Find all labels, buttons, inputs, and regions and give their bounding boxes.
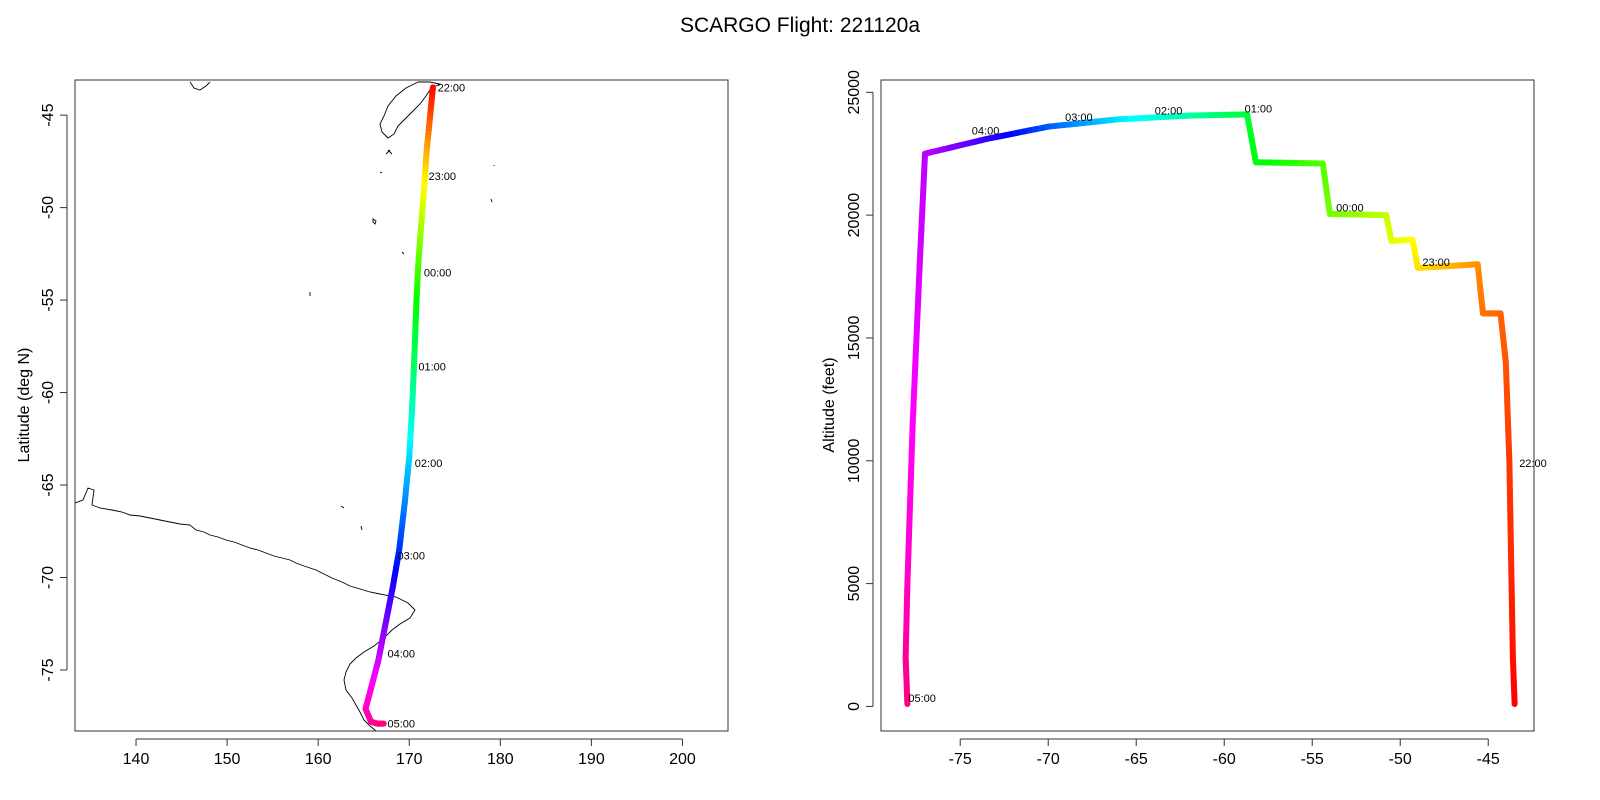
x-tick-label-6: -45 xyxy=(1477,751,1500,768)
coastlines xyxy=(75,81,495,731)
y-axis-map: -45 -50 -55 -60 -65 -70 -75 xyxy=(40,103,68,682)
map-panel: 22:00 23:00 00:00 01:00 02:00 03:00 04:00 05:00… xyxy=(16,79,729,768)
x-tick-label-3: -60 xyxy=(1213,751,1236,768)
y-tick-label-6: -75 xyxy=(40,658,57,681)
x-tick-label-6: 200 xyxy=(669,751,696,768)
plot-frame-map xyxy=(74,79,729,732)
x-tick-label-5: -50 xyxy=(1389,751,1412,768)
coastline-islands xyxy=(309,165,495,531)
time-label-6: 22:00 xyxy=(1519,458,1547,470)
x-tick-label-5: 190 xyxy=(578,751,605,768)
time-label-7: 05:00 xyxy=(908,693,936,705)
time-label-2: 00:00 xyxy=(424,267,452,279)
y-tick-label-4: 20000 xyxy=(846,193,863,238)
time-labels-altitude: 01:00 02:00 03:00 04:00 00:00 23:00 22:00 05:00 xyxy=(908,103,1547,705)
x-axis-map: 140 150 160 170 180 190 200 xyxy=(123,738,696,768)
y-tick-label-2: -55 xyxy=(40,288,57,311)
time-label-4: 00:00 xyxy=(1336,203,1364,215)
time-label-5: 03:00 xyxy=(398,550,426,562)
time-label-4: 02:00 xyxy=(415,458,443,470)
time-label-3: 04:00 xyxy=(972,125,1000,137)
y-tick-label-1: -50 xyxy=(40,196,57,219)
time-label-0: 22:00 xyxy=(438,82,466,94)
y-tick-label-5: -70 xyxy=(40,566,57,589)
figure-title: SCARGO Flight: 221120a xyxy=(680,14,920,37)
y-tick-label-0: 0 xyxy=(846,702,863,711)
flight-track-map xyxy=(362,84,436,727)
coastline-antarctica xyxy=(75,487,416,731)
flight-track-altitude xyxy=(902,111,1518,707)
x-tick-label-1: 150 xyxy=(214,751,241,768)
time-label-1: 02:00 xyxy=(1155,106,1183,118)
y-tick-label-0: -45 xyxy=(40,103,57,126)
y-tick-label-2: 10000 xyxy=(846,438,863,483)
x-tick-label-3: 170 xyxy=(396,751,423,768)
y-tick-label-1: 5000 xyxy=(846,566,863,602)
time-label-3: 01:00 xyxy=(418,362,446,374)
x-axis-altitude: -75 -70 -65 -60 -55 -50 -45 xyxy=(949,738,1500,768)
time-label-5: 23:00 xyxy=(1422,257,1450,269)
time-label-0: 01:00 xyxy=(1245,103,1273,115)
y-tick-label-3: -60 xyxy=(40,381,57,404)
time-label-2: 03:00 xyxy=(1065,112,1093,124)
x-tick-label-2: 160 xyxy=(305,751,332,768)
x-tick-label-2: -65 xyxy=(1125,751,1148,768)
altitude-panel: 01:00 02:00 03:00 04:00 00:00 23:00 22:00 05:00… xyxy=(821,70,1547,768)
x-tick-label-4: 180 xyxy=(487,751,514,768)
y-tick-label-3: 15000 xyxy=(846,316,863,361)
x-tick-label-1: -70 xyxy=(1037,751,1060,768)
plot-frame-altitude xyxy=(880,79,1535,732)
x-tick-label-4: -55 xyxy=(1301,751,1324,768)
y-axis-label-altitude: Altitude (feet) xyxy=(821,357,838,452)
y-tick-label-5: 25000 xyxy=(846,70,863,115)
time-labels-map: 22:00 23:00 00:00 01:00 02:00 03:00 04:00 05:00 xyxy=(388,82,466,730)
time-label-7: 05:00 xyxy=(388,719,416,731)
time-label-6: 04:00 xyxy=(388,648,416,660)
y-tick-label-4: -65 xyxy=(40,473,57,496)
y-axis-label-map: Latitude (deg N) xyxy=(16,348,33,463)
x-tick-label-0: 140 xyxy=(123,751,150,768)
time-label-1: 23:00 xyxy=(429,171,457,183)
y-axis-altitude: 0 5000 10000 15000 20000 25000 xyxy=(846,70,874,711)
coastline-new-zealand xyxy=(189,81,442,155)
x-tick-label-0: -75 xyxy=(949,751,972,768)
